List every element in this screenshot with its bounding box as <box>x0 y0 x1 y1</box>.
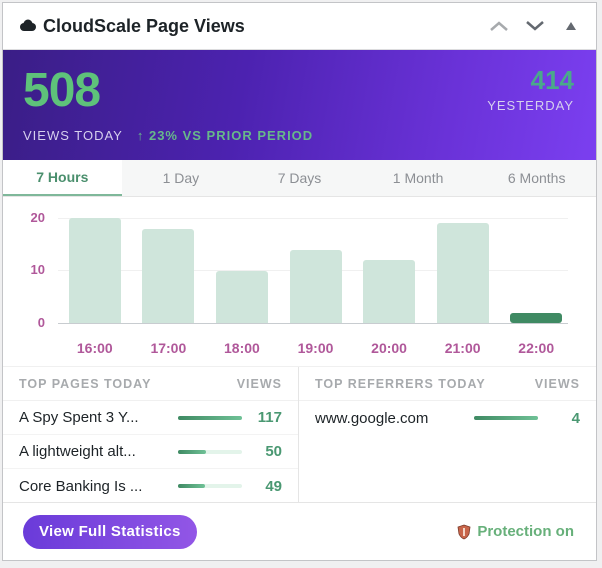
yesterday-label: YESTERDAY <box>487 98 574 113</box>
progress-track <box>474 416 538 420</box>
views-value: 117 <box>257 409 282 426</box>
widget-header: CloudScale Page Views <box>3 3 596 50</box>
chevron-down-icon <box>526 21 544 31</box>
chevron-up-icon <box>490 21 508 31</box>
chart-bar[interactable] <box>142 228 195 323</box>
progress-fill <box>178 415 242 420</box>
top-pages-table: TOP PAGES TODAY VIEWS A Spy Spent 3 Y...… <box>3 367 299 502</box>
progress-track <box>178 415 242 420</box>
views-column-header: VIEWS <box>534 376 580 391</box>
collapse-toggle-button[interactable] <box>560 15 582 37</box>
tab-1-month[interactable]: 1 Month <box>392 170 444 186</box>
shield-icon <box>457 524 471 539</box>
tab-7-days[interactable]: 7 Days <box>277 170 322 186</box>
top-referrers-header: TOP REFERRERS TODAY <box>315 376 486 391</box>
page-link[interactable]: A Spy Spent 3 Y... <box>19 409 139 426</box>
chart-bar[interactable] <box>363 260 416 323</box>
chart-bar[interactable] <box>68 218 121 323</box>
progress-fill <box>178 449 206 454</box>
progress-track <box>178 484 242 488</box>
tab-6-months[interactable]: 6 Months <box>507 170 566 186</box>
views-column-header: VIEWS <box>236 376 282 391</box>
gridline <box>58 218 568 219</box>
views-value: 4 <box>571 409 580 427</box>
x-axis <box>58 323 568 324</box>
triangle-up-icon <box>566 22 576 30</box>
y-tick: 0 <box>37 315 45 330</box>
bar-area <box>58 197 568 323</box>
referrer-link[interactable]: www.google.com <box>315 409 429 427</box>
stats-hero: 508 VIEWS TODAY ↑ 23% VS PRIOR PERIOD 41… <box>3 50 596 160</box>
x-tick: 20:00 <box>371 340 407 356</box>
views-value: 50 <box>265 443 282 460</box>
cloud-icon <box>20 19 36 31</box>
page-link[interactable]: Core Banking Is ... <box>19 477 143 495</box>
chart-bar[interactable] <box>289 249 342 323</box>
protection-label: Protection on <box>477 523 574 540</box>
x-tick: 19:00 <box>297 340 334 356</box>
views-value: 49 <box>265 477 282 495</box>
table-row: Core Banking Is ... 49 <box>3 469 298 503</box>
top-referrers-table: TOP REFERRERS TODAY VIEWS www.google.com… <box>299 367 596 502</box>
table-row: A lightweight alt... 50 <box>3 435 298 469</box>
y-tick: 10 <box>30 262 45 277</box>
top-pages-header: TOP PAGES TODAY <box>19 376 152 391</box>
widget-title: CloudScale Page Views <box>43 15 245 36</box>
progress-fill <box>178 484 205 488</box>
move-down-button[interactable] <box>524 15 546 37</box>
x-tick: 21:00 <box>444 340 481 356</box>
protection-status: Protection on <box>457 523 574 540</box>
x-tick: 17:00 <box>150 340 187 356</box>
views-today-label: VIEWS TODAY <box>23 128 123 143</box>
tab-1-day[interactable]: 1 Day <box>162 170 200 186</box>
views-bar-chart: 20 10 0 16:00 17:00 18:00 19:00 20:00 21:00 22… <box>3 197 596 367</box>
view-full-statistics-button[interactable]: View Full Statistics <box>23 514 197 549</box>
progress-track <box>178 449 242 454</box>
views-today-count: 508 <box>23 64 101 117</box>
x-tick: 16:00 <box>76 340 113 356</box>
table-row: www.google.com 4 <box>299 401 596 435</box>
chart-bar[interactable] <box>436 223 489 323</box>
cloudscale-widget: CloudScale Page Views 508 VIEWS TODAY ↑ … <box>2 2 597 561</box>
range-tabs: 7 Hours 1 Day 7 Days 1 Month 6 Months <box>3 160 596 197</box>
page-link[interactable]: A lightweight alt... <box>19 443 136 460</box>
move-up-button[interactable] <box>488 15 510 37</box>
chart-bar[interactable] <box>510 313 563 323</box>
progress-fill <box>474 416 538 420</box>
chart-bar[interactable] <box>215 270 268 323</box>
x-tick: 22:00 <box>518 340 555 356</box>
change-indicator: ↑ 23% VS PRIOR PERIOD <box>136 128 314 143</box>
top-lists: TOP PAGES TODAY VIEWS A Spy Spent 3 Y...… <box>3 367 596 503</box>
y-tick: 20 <box>30 210 45 225</box>
table-row: A Spy Spent 3 Y... 117 <box>3 401 298 435</box>
x-tick: 18:00 <box>224 340 260 356</box>
yesterday-count: 414 <box>530 65 574 95</box>
widget-footer: View Full Statistics Protection on <box>3 503 596 560</box>
tab-7-hours[interactable]: 7 Hours <box>3 160 122 196</box>
